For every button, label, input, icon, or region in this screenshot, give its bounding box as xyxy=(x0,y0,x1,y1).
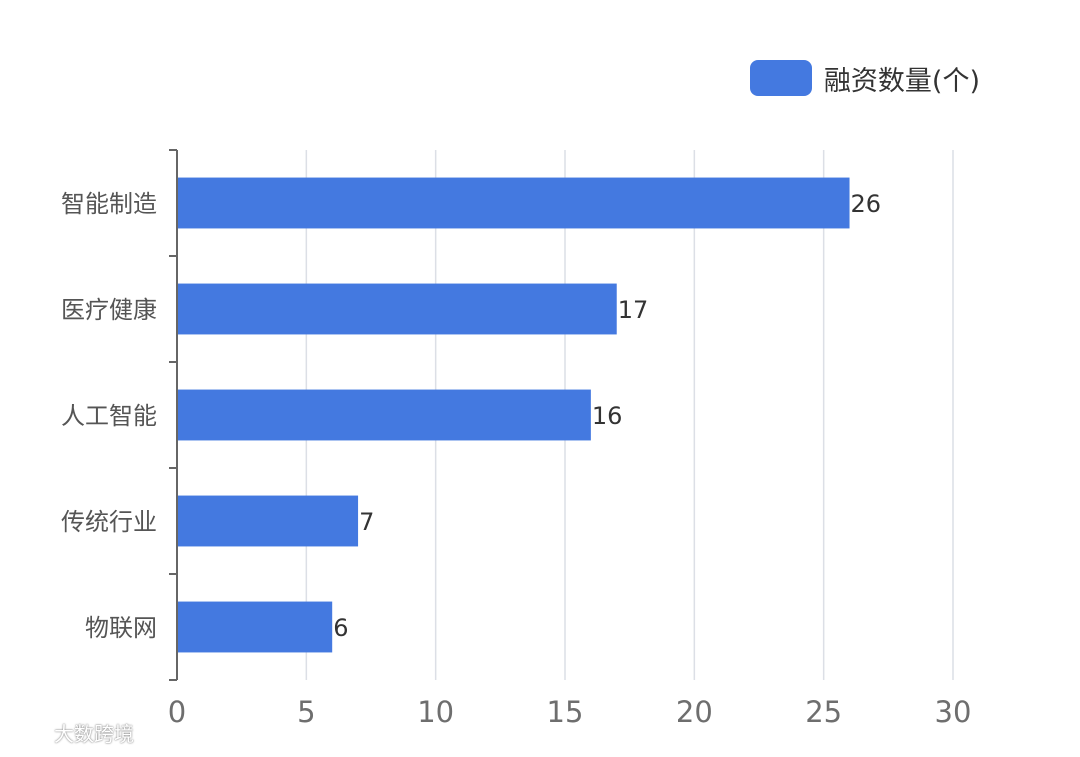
bar-value-label: 6 xyxy=(333,614,348,642)
x-tick-label: 20 xyxy=(676,695,713,729)
x-tick-label: 0 xyxy=(168,695,186,729)
bar xyxy=(177,601,333,653)
bar xyxy=(177,389,591,441)
y-category-label: 人工智能 xyxy=(61,402,157,430)
bar-value-label: 17 xyxy=(618,296,649,324)
legend-label: 融资数量(个) xyxy=(823,65,980,97)
brand-logo-icon xyxy=(8,724,46,741)
y-category-label: 智能制造 xyxy=(61,190,157,218)
bar-value-label: 16 xyxy=(592,402,623,430)
bar xyxy=(177,495,359,547)
y-category-label: 医疗健康 xyxy=(61,296,157,324)
bar xyxy=(177,283,617,335)
watermark-text: 大数跨境 xyxy=(54,722,134,746)
x-tick-label: 25 xyxy=(805,695,842,729)
legend[interactable]: 融资数量(个) xyxy=(749,58,980,98)
x-tick-label: 5 xyxy=(297,695,315,729)
y-category-label: 物联网 xyxy=(85,614,157,642)
labels: 0 5 10 15 20 25 30 智能制造 26 医疗健康 17 人工智能 16 传统行业 7 物联网 6 xyxy=(61,190,971,729)
bars xyxy=(177,177,850,653)
watermark: 大数跨境 xyxy=(8,718,134,747)
bar-value-label: 26 xyxy=(851,190,882,218)
y-category-label: 传统行业 xyxy=(61,508,157,536)
x-tick-label: 30 xyxy=(935,695,972,729)
x-tick-label: 15 xyxy=(547,695,584,729)
bar-value-label: 7 xyxy=(359,508,374,536)
axes xyxy=(169,149,178,681)
legend-swatch xyxy=(749,60,812,96)
x-tick-label: 10 xyxy=(417,695,454,729)
bar xyxy=(177,177,850,229)
